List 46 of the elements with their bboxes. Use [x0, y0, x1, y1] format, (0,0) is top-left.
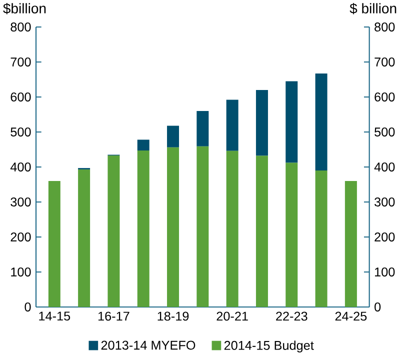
y2-tick-label: 700 [374, 58, 395, 66]
x-tick-label: 14-15 [39, 312, 70, 321]
y-axis-title: $billion [3, 2, 46, 14]
bar [344, 180, 357, 307]
bar [108, 155, 120, 307]
y2-tick-label: 500 [374, 128, 395, 136]
bar [167, 126, 180, 148]
bar [286, 81, 298, 163]
bar [78, 169, 90, 307]
y2-tick-label: 100 [375, 268, 395, 276]
bar [48, 180, 60, 307]
bar [226, 150, 238, 307]
x-tick-label: 16-17 [98, 312, 130, 321]
y2-tick-label: 800 [374, 22, 395, 32]
y2-axis-title: $ billion [350, 2, 396, 14]
x-tick-label: 18-19 [158, 312, 189, 321]
bar [315, 74, 328, 170]
bar [256, 156, 268, 307]
bar [315, 170, 328, 307]
bar [167, 147, 180, 307]
bar [137, 150, 150, 307]
y-tick-label: 800 [10, 22, 31, 32]
y2-tick-label: 0 [374, 302, 381, 312]
y-tick-label: 500 [10, 128, 31, 136]
bar [256, 90, 268, 156]
y2-tick-label: 400 [374, 162, 395, 172]
y-tick-label: 700 [10, 58, 31, 66]
y2-tick-label: 200 [374, 232, 395, 242]
y-tick-label: 300 [10, 198, 31, 206]
y-tick-label: 200 [10, 232, 31, 242]
bar [137, 140, 150, 151]
y-tick-label: 100 [11, 268, 31, 276]
legend-label: 2013-14 MYEFO [101, 340, 196, 350]
y2-tick-label: 300 [374, 198, 395, 206]
legend-label: 2014-15 Budget [224, 340, 314, 352]
x-tick-label: 22-23 [276, 312, 308, 321]
x-tick-label: 24-25 [335, 312, 367, 321]
y-tick-label: 600 [10, 92, 31, 102]
bar [196, 146, 209, 307]
y2-tick-label: 600 [374, 92, 395, 102]
bar [286, 162, 298, 307]
x-tick-label: 20-21 [216, 312, 248, 321]
y-tick-label: 400 [10, 162, 31, 172]
y-tick-label: 0 [24, 302, 31, 312]
bar [196, 110, 209, 146]
bar [226, 100, 238, 151]
